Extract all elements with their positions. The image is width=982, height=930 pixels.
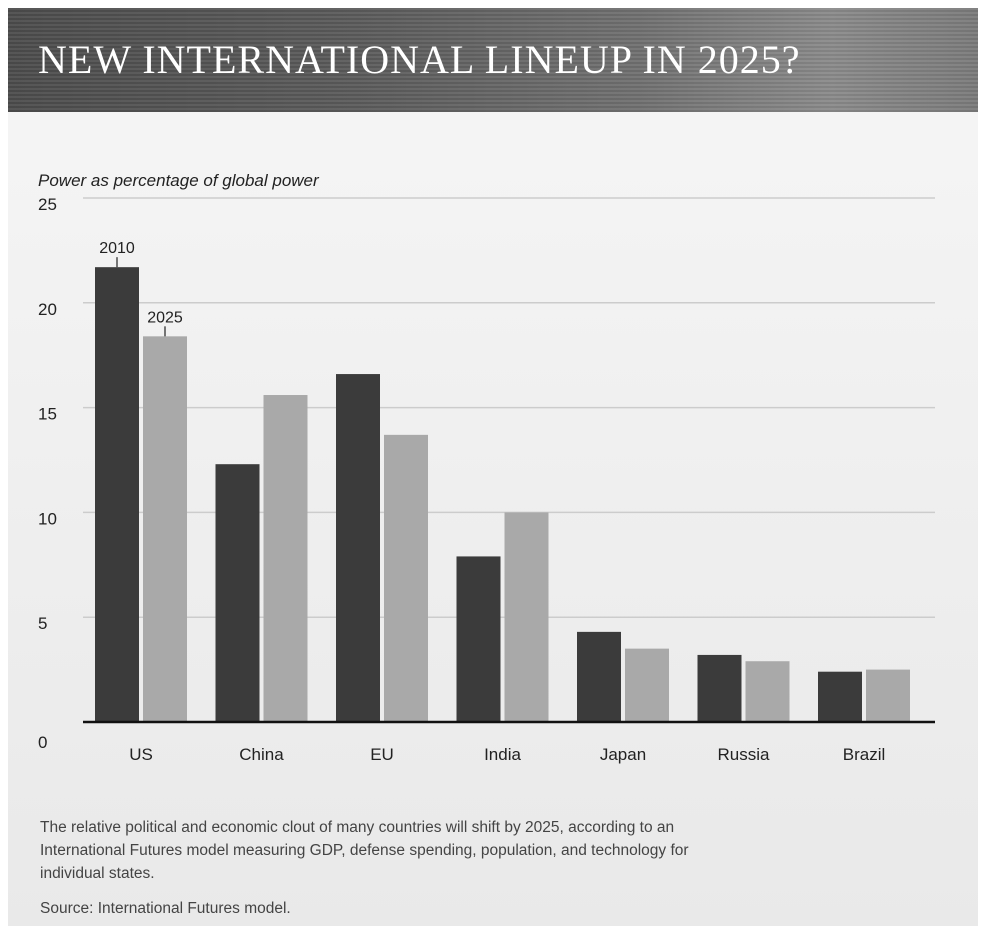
caption: The relative political and economic clou… xyxy=(40,819,689,882)
bar-china-2025 xyxy=(263,395,308,722)
y-tick-label: 20 xyxy=(38,300,57,319)
bar-china-2010 xyxy=(215,464,260,722)
x-tick-label: Russia xyxy=(718,745,771,764)
bar-brazil-2025 xyxy=(866,669,910,722)
x-tick-label: India xyxy=(484,745,521,764)
bar-brazil-2010 xyxy=(818,671,862,722)
x-tick-label: Japan xyxy=(600,745,646,764)
bar-us-2010 xyxy=(95,267,139,722)
bar-russia-2010 xyxy=(697,654,742,722)
page-title: NEW INTERNATIONAL LINEUP IN 2025? xyxy=(38,37,801,82)
x-tick-label: China xyxy=(239,745,284,764)
bar-us-2025 xyxy=(143,336,187,722)
x-tick-label: US xyxy=(129,745,153,764)
series-label-2025: 2025 xyxy=(147,309,183,326)
title-banner: NEW INTERNATIONAL LINEUP IN 2025? xyxy=(8,8,978,112)
bar-chart: Power as percentage of global power 0 5 10… xyxy=(38,171,935,764)
y-tick-label: 10 xyxy=(38,509,57,528)
y-tick-label: 15 xyxy=(38,405,57,424)
series-label-2010: 2010 xyxy=(99,240,135,257)
x-tick-labels: US China EU India Japan Russia Brazil xyxy=(129,745,885,764)
bar-eu-2010 xyxy=(336,374,380,722)
series-labels: 2010 2025 xyxy=(99,240,183,337)
y-tick-labels: 0 5 10 15 20 25 xyxy=(38,195,57,752)
bar-india-2010 xyxy=(456,556,501,722)
bar-eu-2025 xyxy=(384,434,428,722)
y-axis-label: Power as percentage of global power xyxy=(38,171,320,190)
x-tick-label: Brazil xyxy=(843,745,886,764)
bar-russia-2025 xyxy=(745,661,790,722)
bar-japan-2025 xyxy=(625,648,669,722)
bars xyxy=(95,267,910,722)
infographic-card: NEW INTERNATIONAL LINEUP IN 2025? Power … xyxy=(8,8,978,926)
y-tick-label: 5 xyxy=(38,614,47,633)
y-tick-label: 0 xyxy=(38,733,47,752)
y-tick-label: 25 xyxy=(38,195,57,214)
source-note: Source: International Futures model. xyxy=(40,900,291,917)
x-tick-label: EU xyxy=(370,745,394,764)
bar-japan-2010 xyxy=(577,631,621,722)
bar-india-2025 xyxy=(504,512,549,722)
